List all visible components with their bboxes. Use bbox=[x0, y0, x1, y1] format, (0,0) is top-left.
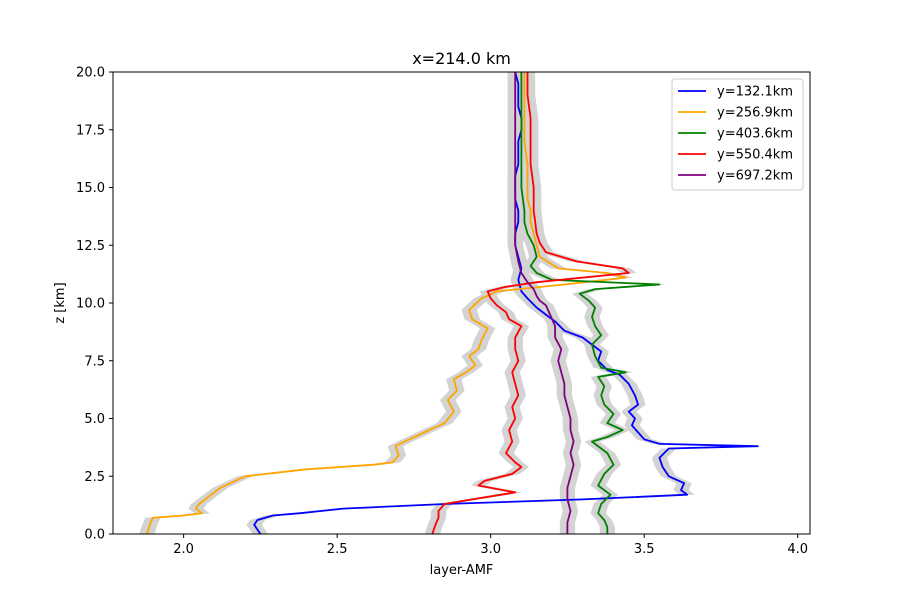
x-tick-label: 3.0 bbox=[480, 542, 501, 557]
legend-label: y=132.1km bbox=[717, 85, 793, 100]
legend: y=132.1km y=256.9km y=403.6km y=550.4km y=69… bbox=[671, 78, 804, 191]
y-tick-label: 15.0 bbox=[76, 181, 105, 196]
x-tick-label: 2.0 bbox=[173, 542, 194, 557]
y-axis-label: z [km] bbox=[53, 282, 68, 323]
x-axis: 2.0 2.5 3.0 3.5 4.0 bbox=[173, 534, 808, 557]
legend-label: y=697.2km bbox=[717, 169, 793, 184]
series-lines bbox=[145, 71, 759, 535]
y-tick-label: 10.0 bbox=[76, 297, 105, 312]
series-line bbox=[145, 72, 627, 535]
x-axis-label: layer-AMF bbox=[430, 563, 494, 578]
y-tick-label: 17.5 bbox=[76, 123, 105, 138]
series-line bbox=[514, 72, 575, 534]
legend-label: y=256.9km bbox=[717, 106, 793, 121]
y-tick-label: 5.0 bbox=[84, 412, 105, 427]
y-tick-label: 2.5 bbox=[84, 470, 105, 485]
y-tick-label: 12.5 bbox=[76, 239, 105, 254]
x-tick-label: 3.5 bbox=[634, 542, 655, 557]
legend-label: y=550.4km bbox=[717, 148, 793, 163]
legend-label: y=403.6km bbox=[717, 127, 793, 142]
x-tick-label: 4.0 bbox=[787, 542, 808, 557]
series-line bbox=[431, 72, 630, 535]
y-tick-label: 0.0 bbox=[84, 528, 105, 543]
y-tick-label: 7.5 bbox=[84, 354, 105, 369]
chart-title: x=214.0 km bbox=[412, 49, 511, 68]
y-tick-label: 20.0 bbox=[76, 66, 105, 81]
series-line bbox=[520, 72, 661, 534]
y-axis: 0.0 2.5 5.0 7.5 10.0 12.5 15.0 17.5 20.0 bbox=[76, 66, 113, 543]
x-tick-label: 2.5 bbox=[327, 542, 348, 557]
legend-box bbox=[671, 78, 804, 191]
uncertainty-band bbox=[507, 72, 582, 534]
